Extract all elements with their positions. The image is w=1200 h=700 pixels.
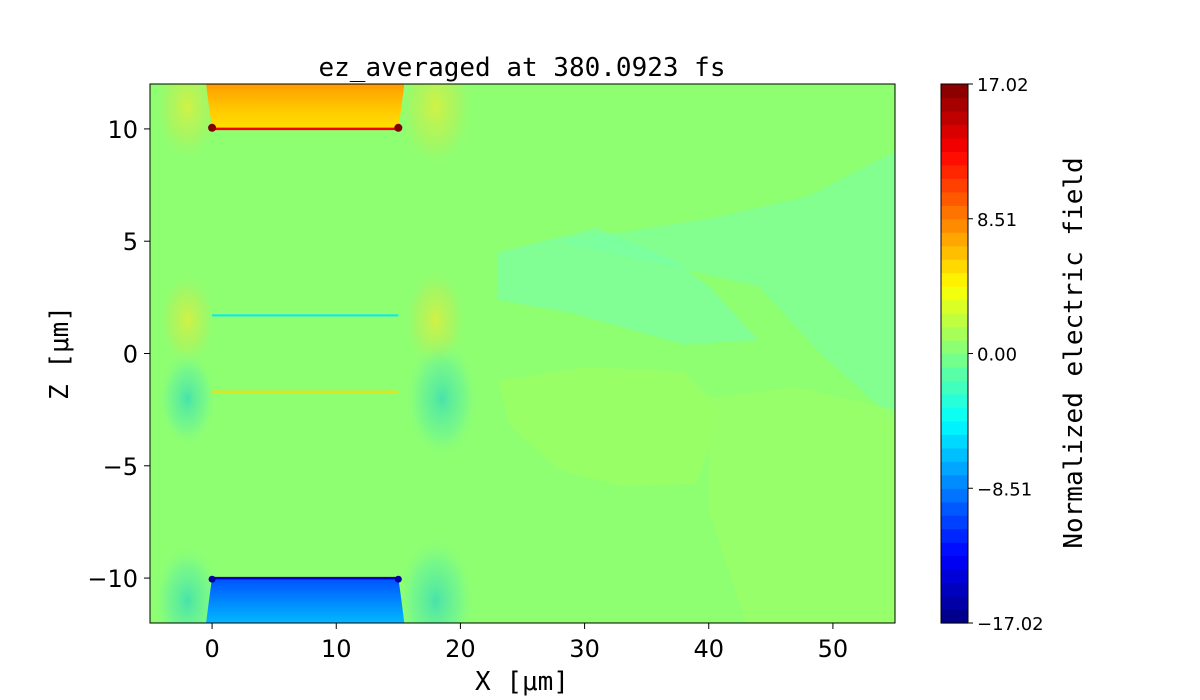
colorbar-level <box>941 407 968 422</box>
x-tick-label: 10 <box>321 635 352 663</box>
colorbar-level <box>941 393 968 408</box>
colorbar-level <box>941 528 968 543</box>
colorbar-ticks: −17.02 −8.51 0.00 8.51 17.02 <box>968 75 1044 635</box>
x-tick-label: 0 <box>204 635 219 663</box>
top-electrode-left-hotspot <box>208 123 217 132</box>
colorbar-level <box>941 84 968 99</box>
colorbar-level <box>941 97 968 112</box>
y-axis-label: Z [μm] <box>45 306 75 400</box>
colorbar-tick-label: 0.00 <box>977 345 1017 366</box>
colorbar-tick-label: 8.51 <box>977 210 1017 231</box>
colorbar-level <box>941 488 968 503</box>
fringe-mid-right-lower <box>404 337 480 460</box>
bottom-electrode-left-hotspot <box>208 575 216 583</box>
colorbar-level <box>941 124 968 139</box>
colorbar-level <box>941 326 968 341</box>
colorbar-level <box>941 191 968 206</box>
x-tick-label: 30 <box>569 635 600 663</box>
colorbar-level <box>941 380 968 395</box>
colorbar-tick-label: 17.02 <box>977 75 1029 96</box>
colorbar-level <box>941 205 968 220</box>
colorbar-level <box>941 272 968 287</box>
colorbar-level <box>941 461 968 476</box>
cool-region-far <box>559 151 895 421</box>
colorbar <box>940 83 969 624</box>
y-tick-label: 5 <box>123 228 138 256</box>
colorbar-level <box>941 232 968 247</box>
x-tick-label: 20 <box>445 635 476 663</box>
colorbar-level <box>941 447 968 462</box>
colorbar-level <box>941 259 968 274</box>
plot-area <box>150 84 895 623</box>
fringe-top-left <box>152 84 223 164</box>
colorbar-level <box>941 110 968 126</box>
y-tick-label: −5 <box>103 453 138 481</box>
warm-region-lower <box>497 366 722 487</box>
colorbar-level <box>941 501 968 516</box>
x-tick-label: 50 <box>818 635 849 663</box>
x-axis: 0 10 20 30 40 50 <box>204 623 848 663</box>
colorbar-level <box>941 299 968 314</box>
fringe-top-right <box>395 84 476 172</box>
colorbar-level <box>941 542 968 557</box>
chart-title: ez_averaged at 380.0923 fs <box>319 53 726 83</box>
y-tick-label: 0 <box>123 341 138 369</box>
warm-region-far <box>708 387 895 623</box>
bottom-electrode-right-hotspot <box>394 575 402 583</box>
colorbar-level <box>941 151 968 166</box>
y-tick-label: 10 <box>107 116 138 144</box>
fringe-mid-left-upper <box>157 271 218 369</box>
y-tick-label: −10 <box>87 565 138 593</box>
colorbar-level <box>941 596 968 611</box>
colorbar-level <box>941 286 968 301</box>
colorbar-level <box>941 164 968 179</box>
fringe-bottom-right <box>395 535 476 623</box>
colorbar-level <box>941 340 968 355</box>
colorbar-level <box>941 245 968 260</box>
colorbar-level <box>941 366 968 382</box>
colorbar-level <box>941 420 968 435</box>
colorbar-level <box>941 609 968 624</box>
colorbar-level <box>941 515 968 530</box>
colorbar-level <box>941 434 968 449</box>
colorbar-level <box>941 555 968 570</box>
colorbar-level <box>941 137 968 152</box>
colorbar-label: Normalized electric field <box>1059 157 1089 548</box>
top-electrode-right-hotspot <box>394 123 403 132</box>
colorbar-level <box>941 569 968 584</box>
y-axis: −10 −5 0 5 10 <box>87 116 150 593</box>
colorbar-level <box>941 178 968 193</box>
x-tick-label: 40 <box>693 635 724 663</box>
colorbar-tick-label: −17.02 <box>977 614 1044 635</box>
colorbar-level <box>941 218 968 233</box>
x-axis-label: X [μm] <box>475 667 569 697</box>
top-electrode-region <box>206 84 405 129</box>
bottom-electrode-region <box>206 578 405 623</box>
colorbar-level <box>941 353 968 368</box>
cool-region-upper <box>497 227 759 345</box>
fringe-bottom-left <box>152 543 223 623</box>
colorbar-level <box>941 313 968 328</box>
fringe-mid-left-lower <box>157 349 218 447</box>
colorbar-level <box>941 582 968 597</box>
colorbar-tick-label: −8.51 <box>977 479 1032 500</box>
colorbar-level <box>941 474 968 489</box>
